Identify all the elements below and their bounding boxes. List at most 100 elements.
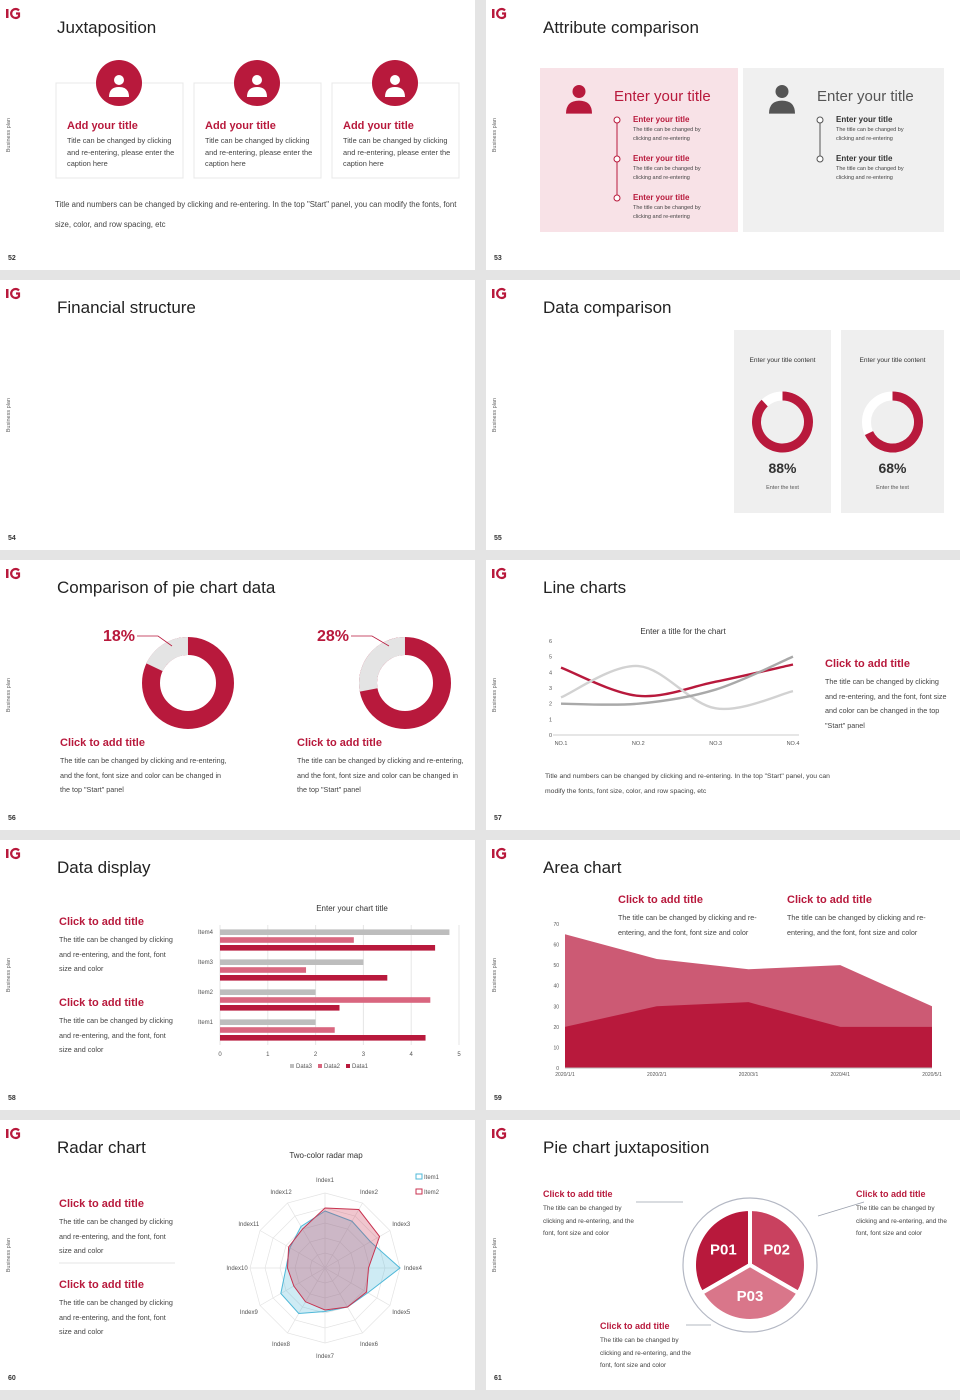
item-text: The title can be changed by clicking and… [633, 127, 701, 142]
slide-title: Area chart [543, 858, 622, 877]
logo-bar [492, 289, 495, 298]
radar-spoke [287, 1267, 326, 1334]
slide: Enter your chart title 0 1 2 3 4 5 Item1 Item2 It… [0, 840, 475, 1110]
side-label: Business plan [6, 958, 12, 993]
logo-mark [496, 847, 507, 860]
logo-bar [6, 569, 9, 578]
y-tick-label: 50 [553, 963, 559, 969]
radar-spoke [324, 1267, 363, 1334]
donut-slice [146, 637, 189, 672]
side-label: Business plan [6, 118, 12, 153]
slide-graphics [6, 567, 451, 729]
block-text: The title can be changed by clicking and… [59, 1298, 173, 1336]
pie-label: 28% [317, 628, 350, 645]
block-title: Click to add title [825, 658, 910, 670]
legend-swatch [346, 1064, 350, 1068]
logo-bar [6, 289, 9, 298]
timeline-dot [816, 155, 824, 163]
radar-spoke [324, 1202, 363, 1269]
x-tick-label: 0 [218, 1052, 222, 1058]
page-number: 59 [494, 1095, 502, 1102]
x-tick-label: 5 [457, 1052, 461, 1058]
panel [743, 68, 944, 232]
slide-title: Comparison of pie chart data [57, 578, 276, 597]
icon-body [247, 87, 267, 97]
page-number: 55 [494, 535, 502, 542]
y-tick-label: Item4 [198, 930, 214, 936]
y-tick-label: Item3 [198, 960, 214, 966]
card-text: Title can be changed by clicking and re-… [343, 136, 451, 168]
slide: Two-color radar map Index1 Index2 Index3 Ind… [0, 1120, 475, 1390]
block-title: Click to add title [543, 1189, 613, 1199]
card-heading: Enter your title content [859, 357, 926, 364]
x-tick-label: 2020/1/1 [555, 1072, 575, 1078]
item-text: The title can be changed by clicking and… [836, 166, 904, 181]
card-title: Add your title [343, 120, 414, 132]
logo-mark [496, 1127, 507, 1140]
card-text: Title can be changed by clicking and re-… [205, 136, 313, 168]
slide-graphics [6, 7, 460, 179]
slide-title: Financial structure [57, 298, 196, 317]
legend-swatch [415, 1173, 423, 1180]
radar-label: Index1 [316, 1178, 335, 1184]
pie-label: 18% [103, 628, 136, 645]
y-tick-label: 20 [553, 1025, 559, 1031]
icon-body [109, 87, 129, 97]
x-tick-label: 2020/2/1 [647, 1072, 667, 1078]
slide-graphics: P01 P02 P03 [492, 1127, 865, 1333]
pointer-line [817, 1201, 865, 1217]
radar-spoke [259, 1230, 326, 1269]
bar [220, 967, 307, 973]
logo-mark [10, 847, 21, 860]
radar-label: Index2 [360, 1190, 379, 1196]
block-text: The title can be changed by clicking and… [825, 677, 947, 730]
slide: Business plan 53 Attribute comparison Enter… [486, 0, 960, 270]
radar-label: Index8 [272, 1342, 291, 1348]
radar-label: Index6 [360, 1342, 379, 1348]
donut-arc [864, 391, 923, 453]
timeline-dot [613, 194, 621, 202]
timeline-dot [613, 155, 621, 163]
card-title: Add your title [205, 120, 276, 132]
y-tick-label: Item2 [198, 990, 214, 996]
item-text: The title can be changed by clicking and… [633, 166, 701, 181]
radar-label: Index12 [270, 1190, 292, 1196]
line-series [560, 655, 794, 706]
side-label: Business plan [492, 398, 498, 433]
logo-mark [496, 287, 507, 300]
donut-arc [752, 391, 813, 453]
block-text: The title can be changed by clicking and… [787, 913, 926, 937]
legend-swatch [318, 1064, 322, 1068]
slide-graphics [492, 7, 944, 232]
x-tick-label: NO.3 [709, 741, 722, 747]
page-number: 53 [494, 255, 502, 262]
radar-spoke [324, 1267, 391, 1306]
outer-ring [682, 1197, 818, 1333]
bar [220, 1035, 426, 1041]
block-text: The title can be changed by clicking and… [856, 1205, 947, 1237]
donut-ring [142, 637, 234, 729]
logo-mark [10, 1127, 21, 1140]
side-label: Business plan [6, 1238, 12, 1273]
bar [220, 937, 354, 943]
page-number: 60 [8, 1375, 16, 1382]
bar [220, 989, 316, 995]
side-label: Business plan [492, 958, 498, 993]
x-tick-label: 2020/4/1 [831, 1072, 851, 1078]
side-label: Business plan [6, 398, 12, 433]
radar-label: Index9 [240, 1310, 259, 1316]
y-tick-label: 5 [549, 655, 552, 661]
card [734, 330, 831, 513]
card-caption: Enter the text [766, 485, 799, 491]
page-number: 58 [8, 1095, 16, 1102]
radar-label: Index10 [226, 1266, 248, 1272]
card-value: 88% [768, 460, 797, 476]
x-tick-label: 3 [362, 1052, 366, 1058]
logo-bar [6, 9, 9, 18]
y-tick-label: 3 [549, 686, 552, 692]
y-tick-label: 0 [556, 1066, 559, 1072]
logo-bar [492, 9, 495, 18]
legend-label: Data1 [352, 1064, 369, 1070]
page-number: 56 [8, 815, 16, 822]
slide-title: Data display [57, 858, 151, 877]
